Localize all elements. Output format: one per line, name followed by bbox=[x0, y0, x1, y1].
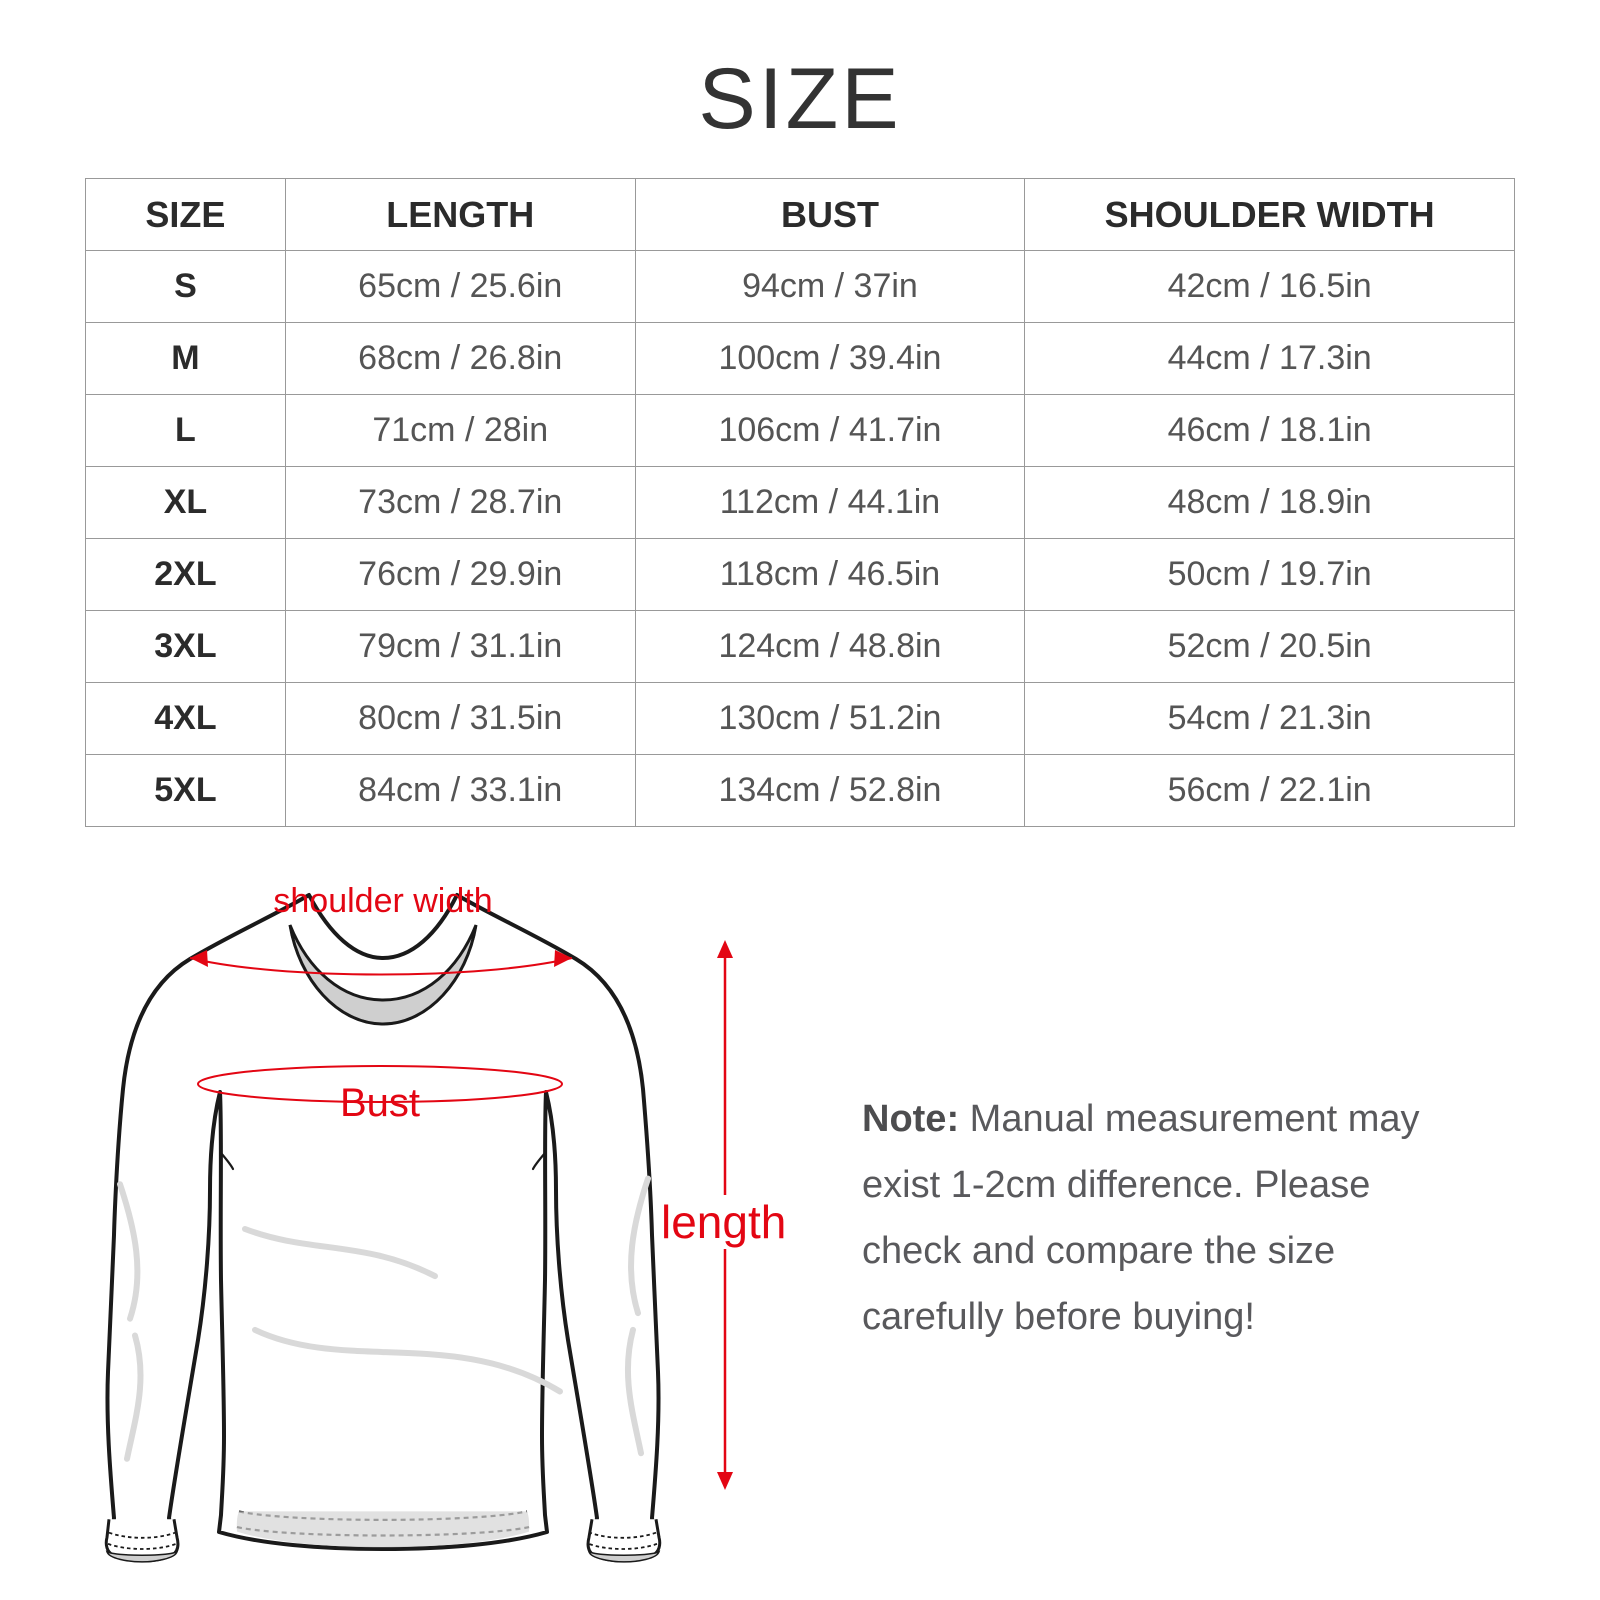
svg-text:Bust: Bust bbox=[340, 1081, 420, 1125]
svg-text:shoulder width: shoulder width bbox=[273, 882, 492, 920]
